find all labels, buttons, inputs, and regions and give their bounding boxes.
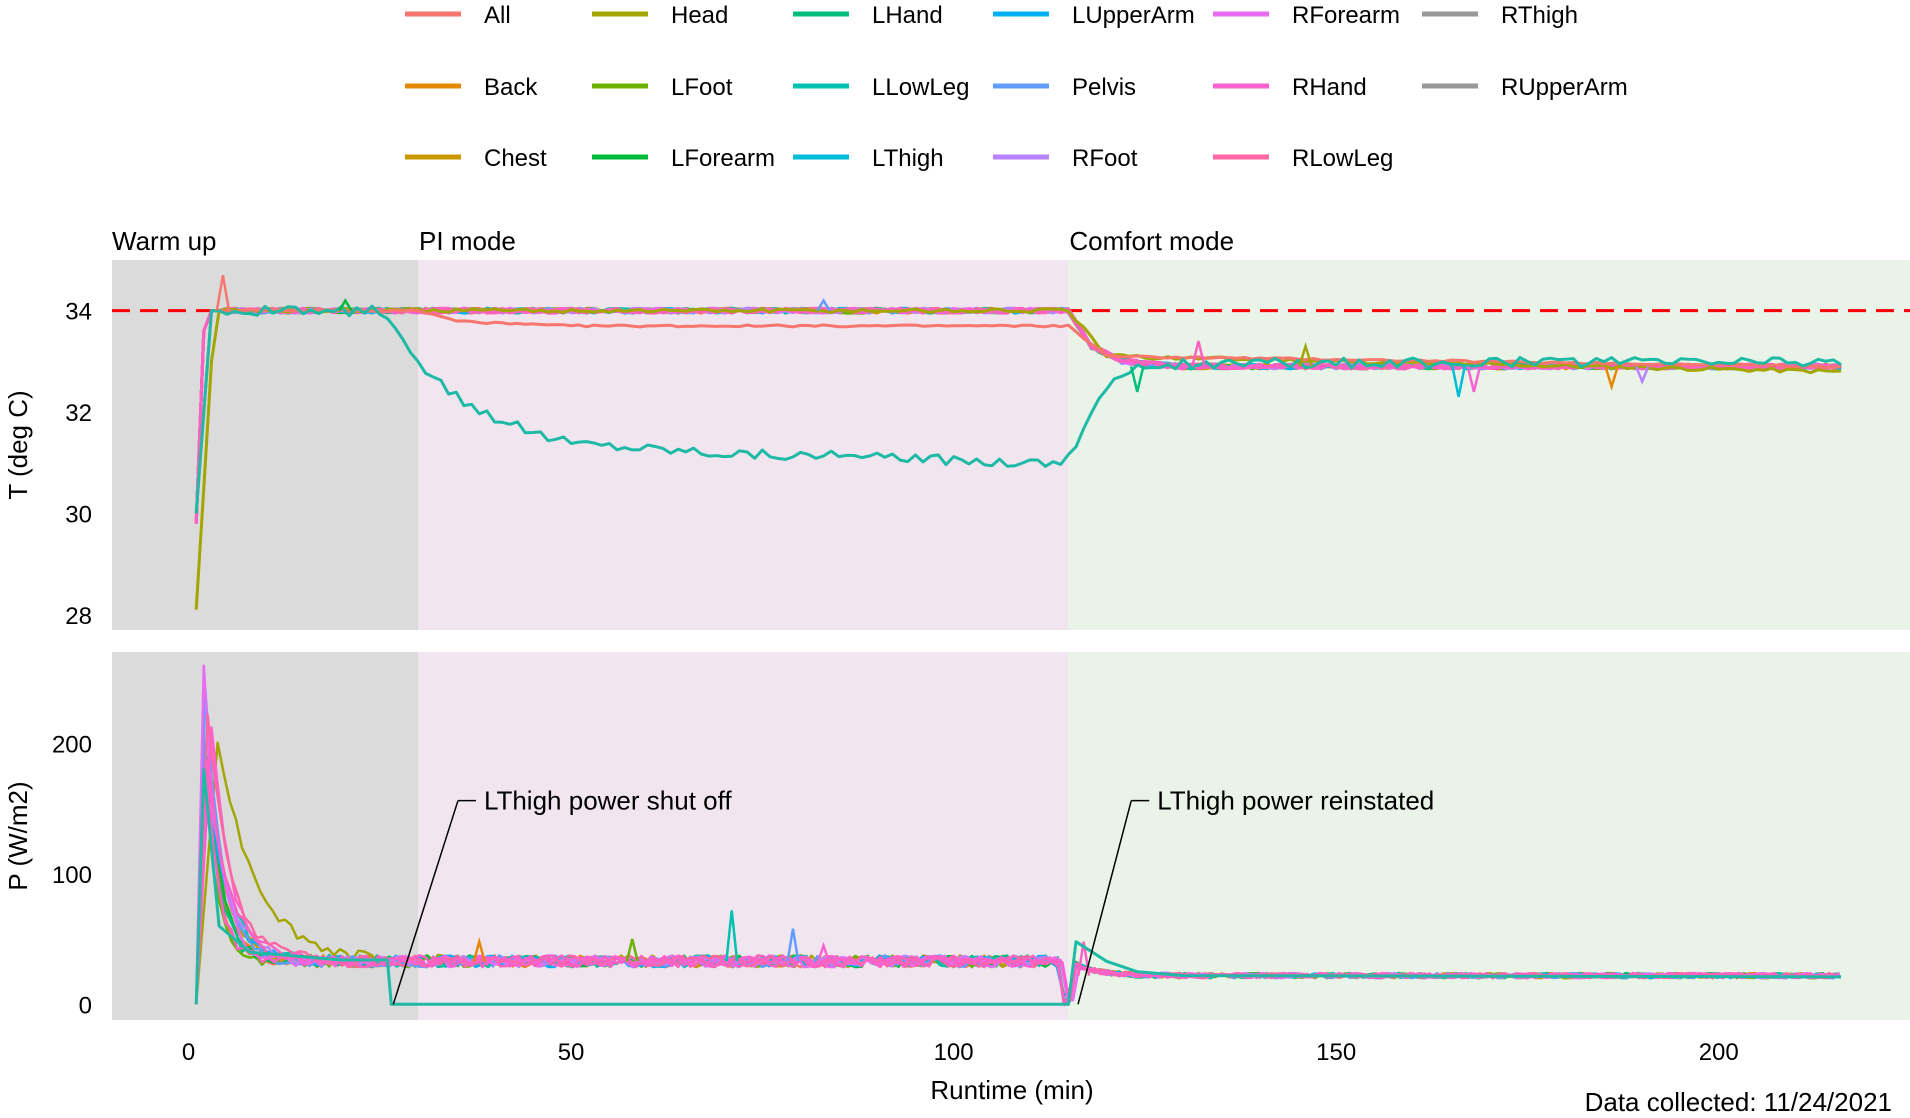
y-tick-label: 32: [65, 400, 92, 427]
phase-band-2: [1068, 260, 1910, 630]
legend-item-rthigh: RThigh: [1422, 2, 1578, 29]
series-spike: [338, 298, 353, 312]
legend-item-lhand: LHand: [793, 2, 943, 29]
series-lthigh: [194, 767, 1842, 1006]
series-spike: [1077, 941, 1091, 976]
series-spike: [786, 928, 800, 962]
legend-label: RUpperArm: [1501, 74, 1628, 101]
x-tick-label: 200: [1699, 1039, 1739, 1066]
annotation-label: LThigh power shut off: [484, 786, 732, 816]
legend-label: LForearm: [671, 145, 775, 172]
phase-label: PI mode: [419, 226, 516, 256]
temperature-panel: Warm up PI mode Comfort mode 28 30 32 34 T (deg…: [3, 226, 1910, 630]
series-rupperarm: [194, 306, 1842, 524]
x-tick-label: 100: [934, 1039, 974, 1066]
legend-label: RHand: [1292, 74, 1367, 101]
series-all: [194, 308, 1842, 514]
y-tick-label: 34: [65, 299, 92, 326]
series-spike: [215, 274, 231, 311]
legend-item-lupperarm: LUpperArm: [993, 2, 1195, 29]
y-tick-label: 100: [52, 862, 92, 889]
series-group: [194, 664, 1842, 1007]
legend-label: All: [484, 2, 511, 29]
series-spike: [817, 941, 831, 962]
legend-label: LLowLeg: [872, 74, 969, 101]
series-spike: [1129, 366, 1145, 393]
legend-item-rforearm: RForearm: [1213, 2, 1400, 29]
series-spike: [1466, 366, 1482, 393]
x-tick-label: 150: [1316, 1039, 1356, 1066]
y-axis-label: T (deg C): [3, 390, 33, 499]
y-tick-label: 200: [52, 731, 92, 758]
x-axis: 0 50 100 150 200: [182, 1039, 1739, 1066]
annotation-label: LThigh power reinstated: [1157, 786, 1434, 816]
y-tick-label: 0: [79, 992, 92, 1019]
legend-label: Back: [484, 74, 538, 101]
series-rlowleg: [194, 713, 1836, 1007]
x-tick-label: 0: [182, 1039, 195, 1066]
annotation: LThigh power reinstated: [1077, 786, 1434, 1005]
series-spike: [1191, 340, 1206, 367]
legend-item-head: Head: [592, 2, 728, 29]
legend-label: Pelvis: [1072, 74, 1136, 101]
legend-label: LHand: [872, 2, 943, 29]
legend-label: LFoot: [671, 74, 733, 101]
y-tick-label: 28: [65, 603, 92, 630]
legend-item-lforearm: LForearm: [592, 145, 775, 172]
y-tick-label: 30: [65, 501, 92, 528]
legend-item-rhand: RHand: [1213, 74, 1367, 101]
legend-label: LUpperArm: [1072, 2, 1195, 29]
series-spike: [1298, 341, 1313, 367]
series-spike: [816, 298, 831, 312]
series-spike: [725, 910, 739, 962]
legend-item-rfoot: RFoot: [993, 145, 1138, 172]
phase-band-1: [418, 260, 1069, 630]
x-axis-label: Runtime (min): [930, 1075, 1093, 1105]
annotation: LThigh power shut off: [392, 786, 732, 1005]
phase-band-2: [1068, 652, 1910, 1020]
legend-label: RThigh: [1501, 2, 1578, 29]
legend-item-rlowleg: RLowLeg: [1213, 145, 1393, 172]
series-lthigh: [194, 304, 1842, 514]
legend-item-lfoot: LFoot: [592, 74, 733, 101]
power-panel: 0 100 200 P (W/m2) LThigh power shut off LThi…: [3, 652, 1910, 1020]
series-spike: [1451, 366, 1466, 398]
series-spike: [625, 938, 639, 962]
legend-label: RLowLeg: [1292, 145, 1393, 172]
data-collected-footnote: Data collected: 11/24/2021: [1585, 1087, 1892, 1117]
legend-label: LThigh: [872, 145, 944, 172]
legend-label: Chest: [484, 145, 547, 172]
legend-label: RFoot: [1072, 145, 1138, 172]
legend: All Back Chest Head LFoot LForearm LHand LLowLe…: [405, 2, 1628, 172]
legend-item-pelvis: Pelvis: [993, 74, 1136, 101]
legend-item-all: All: [405, 2, 511, 29]
legend-label: Head: [671, 2, 728, 29]
phase-band-0: [112, 260, 419, 630]
series-head: [194, 307, 1842, 610]
legend-item-back: Back: [405, 74, 538, 101]
series-spike: [1604, 366, 1619, 392]
legend-item-lthigh: LThigh: [793, 145, 944, 172]
series-spike: [1634, 365, 1650, 385]
series-group: [112, 274, 1910, 610]
y-axis-label: P (W/m2): [3, 781, 33, 890]
legend-label: RForearm: [1292, 2, 1400, 29]
x-tick-label: 50: [558, 1039, 585, 1066]
phase-label: Warm up: [112, 226, 217, 256]
series-spike: [472, 936, 486, 962]
legend-item-llowleg: LLowLeg: [793, 74, 969, 101]
phase-label: Comfort mode: [1069, 226, 1234, 256]
legend-item-rupperarm: RUpperArm: [1422, 74, 1628, 101]
legend-item-chest: Chest: [405, 145, 547, 172]
